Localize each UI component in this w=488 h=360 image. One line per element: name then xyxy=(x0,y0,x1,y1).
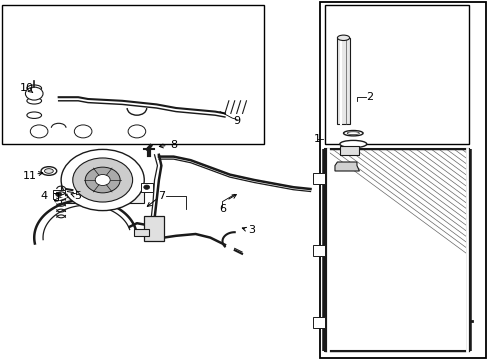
Ellipse shape xyxy=(339,140,366,148)
Text: 4: 4 xyxy=(41,191,47,201)
Bar xyxy=(312,173,325,184)
Bar xyxy=(61,184,144,203)
Text: 11: 11 xyxy=(23,171,37,181)
Text: 3: 3 xyxy=(248,225,255,235)
Bar xyxy=(53,190,64,199)
Bar xyxy=(141,183,152,192)
Ellipse shape xyxy=(27,85,41,91)
Ellipse shape xyxy=(27,98,41,104)
Circle shape xyxy=(128,125,145,138)
Circle shape xyxy=(143,185,149,189)
Bar xyxy=(312,317,325,328)
Text: 1: 1 xyxy=(313,134,320,144)
Polygon shape xyxy=(334,162,359,171)
Circle shape xyxy=(85,167,120,193)
Text: 2: 2 xyxy=(365,92,372,102)
Text: 10: 10 xyxy=(20,83,34,93)
Bar xyxy=(325,149,468,351)
Circle shape xyxy=(95,175,110,185)
Text: 8: 8 xyxy=(170,140,177,150)
Ellipse shape xyxy=(343,131,362,136)
Circle shape xyxy=(25,87,43,100)
Ellipse shape xyxy=(44,168,53,174)
Bar xyxy=(2,5,264,144)
Bar xyxy=(320,2,485,358)
Text: 6: 6 xyxy=(219,204,225,214)
Ellipse shape xyxy=(346,132,359,135)
Circle shape xyxy=(74,125,92,138)
Text: 5: 5 xyxy=(74,191,81,201)
Text: 7: 7 xyxy=(158,191,164,201)
Circle shape xyxy=(73,158,132,202)
Text: 9: 9 xyxy=(233,116,240,126)
Bar xyxy=(144,216,163,241)
Ellipse shape xyxy=(27,112,41,118)
Circle shape xyxy=(61,149,144,211)
Bar xyxy=(337,38,349,124)
Ellipse shape xyxy=(41,167,57,175)
Circle shape xyxy=(56,192,61,197)
Bar xyxy=(339,146,359,155)
Bar xyxy=(325,5,468,144)
Circle shape xyxy=(30,125,48,138)
Ellipse shape xyxy=(337,35,349,41)
Bar xyxy=(134,229,149,236)
Bar xyxy=(312,245,325,256)
